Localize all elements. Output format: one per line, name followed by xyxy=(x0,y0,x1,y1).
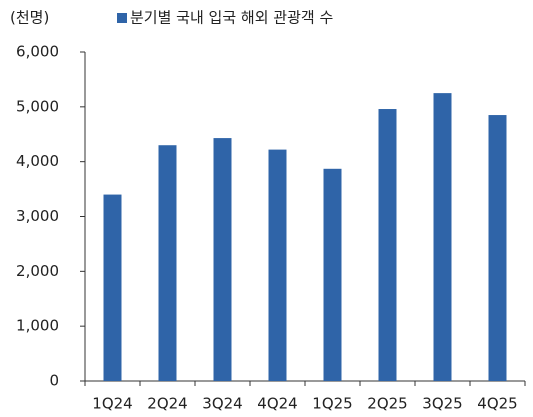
bar xyxy=(433,93,452,381)
y-tick-label: 1,000 xyxy=(16,317,59,335)
x-tick-label: 4Q24 xyxy=(257,395,297,413)
bar xyxy=(488,115,507,381)
bar xyxy=(158,145,177,381)
y-tick-label: 5,000 xyxy=(16,97,59,115)
y-tick-label: 3,000 xyxy=(16,207,59,225)
x-tick-label: 1Q24 xyxy=(92,395,132,413)
bar xyxy=(213,138,232,381)
y-tick-label: 0 xyxy=(49,372,59,390)
x-tick-label: 2Q24 xyxy=(147,395,187,413)
x-tick-label: 3Q24 xyxy=(202,395,242,413)
legend-label: 분기별 국내 입국 해외 관광객 수 xyxy=(130,9,333,27)
legend-swatch xyxy=(117,13,127,23)
bar xyxy=(268,149,287,381)
y-tick-label: 6,000 xyxy=(16,43,59,61)
x-tick-label: 3Q25 xyxy=(422,395,462,413)
x-tick-label: 1Q25 xyxy=(312,395,352,413)
y-tick-label: 2,000 xyxy=(16,262,59,280)
x-tick-label: 4Q25 xyxy=(477,395,517,413)
bar xyxy=(323,168,342,381)
bar xyxy=(103,194,122,381)
x-tick-label: 2Q25 xyxy=(367,395,407,413)
unit-label: (천명) xyxy=(10,9,49,27)
bar xyxy=(378,109,397,381)
y-tick-label: 4,000 xyxy=(16,152,59,170)
